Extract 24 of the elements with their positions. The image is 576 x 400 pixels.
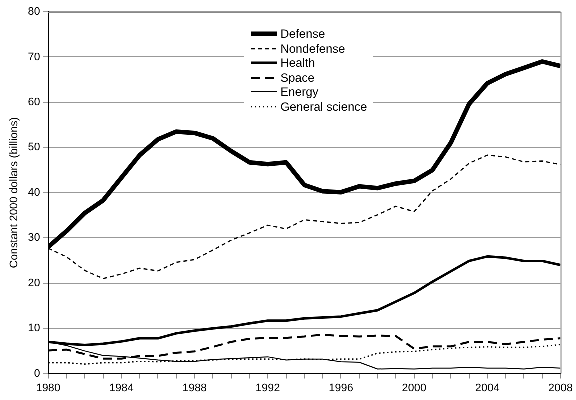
y-axis-title: Constant 2000 dollars (billions) (8, 117, 21, 268)
legend-label: Defense (280, 27, 326, 42)
x-tick-label: 1988 (182, 382, 208, 394)
y-tick-label: 20 (28, 277, 40, 290)
y-tick-label: 30 (28, 232, 40, 244)
y-tick-label: 60 (28, 96, 40, 108)
x-tick-label: 1992 (256, 382, 280, 394)
x-tick-label: 1996 (328, 382, 354, 394)
x-tick-label: 2000 (402, 382, 427, 394)
legend-label: Nondefense (280, 42, 346, 56)
x-tick-label: 1984 (109, 382, 134, 394)
y-tick-label: 70 (28, 51, 40, 64)
y-tick-label: 0 (34, 368, 40, 380)
legend-label: Health (280, 56, 316, 70)
x-tick-label: 2004 (475, 382, 500, 394)
y-tick-label: 50 (28, 142, 40, 154)
x-tick-label: 2008 (548, 382, 574, 394)
legend-label: Space (280, 70, 315, 85)
y-tick-label: 80 (28, 6, 40, 18)
y-tick-label: 40 (28, 186, 40, 199)
legend-label: General science (280, 100, 368, 114)
x-tick-label: 1980 (36, 382, 61, 394)
y-tick-label: 10 (28, 322, 40, 335)
legend-label: Energy (280, 85, 319, 100)
